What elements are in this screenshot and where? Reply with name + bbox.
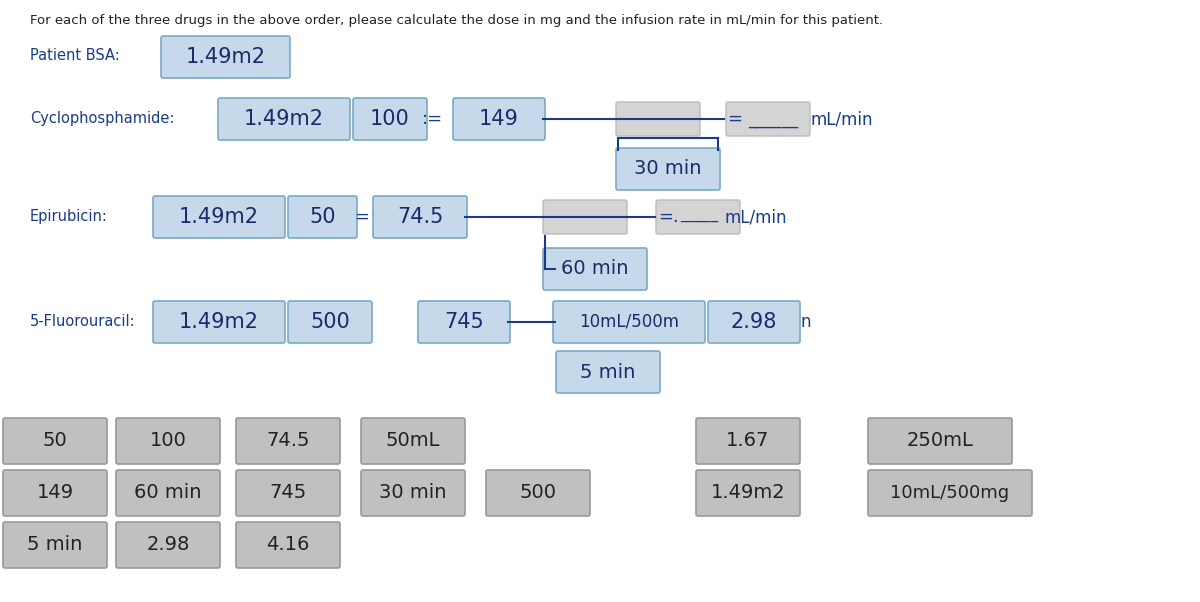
Text: 4.16: 4.16 (266, 536, 310, 554)
FancyBboxPatch shape (218, 98, 350, 140)
Text: 745: 745 (269, 483, 307, 503)
Text: 745: 745 (444, 312, 484, 332)
Text: 30 min: 30 min (379, 483, 446, 503)
Text: For each of the three drugs in the above order, please calculate the dose in mg : For each of the three drugs in the above… (30, 14, 883, 27)
FancyBboxPatch shape (116, 522, 220, 568)
Text: =.: =. (658, 208, 679, 226)
FancyBboxPatch shape (542, 248, 647, 290)
Text: 5 min: 5 min (28, 536, 83, 554)
Text: 250mL: 250mL (906, 432, 973, 450)
FancyBboxPatch shape (353, 98, 427, 140)
Text: 1.49m2: 1.49m2 (179, 207, 259, 227)
Text: 149: 149 (36, 483, 73, 503)
Text: 74.5: 74.5 (266, 432, 310, 450)
FancyBboxPatch shape (288, 196, 358, 238)
FancyBboxPatch shape (616, 102, 700, 136)
FancyBboxPatch shape (616, 148, 720, 190)
Text: 5-Fluorouracil:: 5-Fluorouracil: (30, 314, 136, 329)
FancyBboxPatch shape (553, 301, 706, 343)
Text: 5 min: 5 min (581, 362, 636, 382)
Text: 1.49m2: 1.49m2 (244, 109, 324, 129)
Text: 100: 100 (150, 432, 186, 450)
FancyBboxPatch shape (373, 196, 467, 238)
FancyBboxPatch shape (868, 470, 1032, 516)
FancyBboxPatch shape (454, 98, 545, 140)
Text: 100: 100 (370, 109, 410, 129)
Text: 60 min: 60 min (134, 483, 202, 503)
Text: 10mL/500m: 10mL/500m (580, 313, 679, 331)
Text: Patient BSA:: Patient BSA: (30, 48, 120, 63)
Text: =: = (727, 110, 742, 128)
FancyBboxPatch shape (656, 200, 740, 234)
Text: Epirubicin:: Epirubicin: (30, 209, 108, 225)
FancyBboxPatch shape (2, 522, 107, 568)
FancyBboxPatch shape (486, 470, 590, 516)
Text: 74.5: 74.5 (397, 207, 443, 227)
FancyBboxPatch shape (236, 418, 340, 464)
Text: n: n (800, 313, 810, 331)
FancyBboxPatch shape (696, 470, 800, 516)
Text: ______: ______ (748, 110, 798, 128)
FancyBboxPatch shape (868, 418, 1012, 464)
FancyBboxPatch shape (236, 522, 340, 568)
Text: 1.49m2: 1.49m2 (710, 483, 785, 503)
FancyBboxPatch shape (236, 470, 340, 516)
Text: 30 min: 30 min (635, 160, 702, 179)
Text: Cyclophosphamide:: Cyclophosphamide: (30, 111, 174, 126)
Text: :=: := (421, 110, 443, 128)
FancyBboxPatch shape (288, 301, 372, 343)
FancyBboxPatch shape (361, 418, 466, 464)
FancyBboxPatch shape (116, 470, 220, 516)
FancyBboxPatch shape (542, 200, 628, 234)
Text: 50mL: 50mL (385, 432, 440, 450)
FancyBboxPatch shape (708, 301, 800, 343)
FancyBboxPatch shape (556, 351, 660, 393)
Text: 1.49m2: 1.49m2 (179, 312, 259, 332)
Text: 10mL/500mg: 10mL/500mg (890, 484, 1009, 502)
Text: mL/min: mL/min (725, 208, 787, 226)
Text: 149: 149 (479, 109, 518, 129)
Text: 500: 500 (520, 483, 557, 503)
Text: 50: 50 (310, 207, 336, 227)
FancyBboxPatch shape (696, 418, 800, 464)
Text: 1.67: 1.67 (726, 432, 769, 450)
Text: 50: 50 (43, 432, 67, 450)
FancyBboxPatch shape (2, 418, 107, 464)
Text: =: = (354, 208, 370, 226)
FancyBboxPatch shape (116, 418, 220, 464)
FancyBboxPatch shape (418, 301, 510, 343)
FancyBboxPatch shape (154, 301, 286, 343)
Text: 1.49m2: 1.49m2 (186, 47, 265, 67)
FancyBboxPatch shape (726, 102, 810, 136)
FancyBboxPatch shape (161, 36, 290, 78)
Text: 500: 500 (310, 312, 350, 332)
Text: _____: _____ (680, 208, 718, 223)
Text: mL/min: mL/min (810, 110, 872, 128)
Text: 2.98: 2.98 (731, 312, 778, 332)
FancyBboxPatch shape (2, 470, 107, 516)
Text: 60 min: 60 min (562, 259, 629, 279)
FancyBboxPatch shape (154, 196, 286, 238)
FancyBboxPatch shape (361, 470, 466, 516)
Text: 2.98: 2.98 (146, 536, 190, 554)
